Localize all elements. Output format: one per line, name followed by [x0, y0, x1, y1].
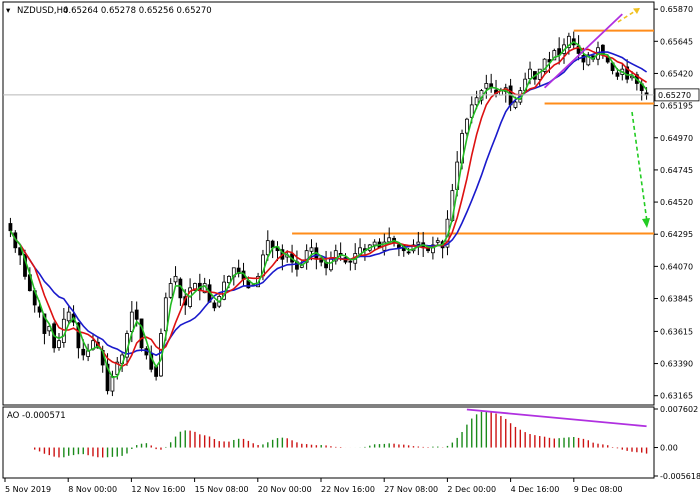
price-tick-label: 0.64745: [660, 166, 693, 175]
oscillator-axis: 0.007602 0.00 -0.005618: [654, 405, 700, 481]
candle-body: [193, 283, 197, 291]
time-tick-label: 4 Dec 16:00: [511, 485, 560, 494]
candle-body: [372, 241, 377, 246]
price-tick-label: 0.65195: [660, 102, 693, 111]
candle-body: [625, 66, 630, 80]
candle-body: [129, 311, 134, 332]
candle-body: [212, 302, 217, 309]
candle-body: [168, 283, 173, 298]
oscillator-panel-frame: [2, 406, 655, 479]
chart-header-arrow-icon: ▾: [6, 6, 11, 16]
candle-body: [66, 311, 71, 322]
candle-body: [581, 55, 586, 63]
candle-body: [8, 223, 13, 232]
candle-body: [484, 83, 489, 89]
price-tick-label: 0.63390: [660, 360, 693, 369]
candle-body: [61, 318, 66, 343]
candle-body: [435, 240, 440, 243]
candle-body: [552, 50, 557, 61]
candle-body: [586, 54, 591, 66]
price-tick-label: 0.64520: [660, 198, 693, 207]
slow-ma-line: [9, 46, 648, 368]
price-tick-label: 0.65870: [660, 5, 693, 14]
candle-body: [615, 72, 620, 77]
time-tick-label: 5 Nov 2019: [5, 485, 51, 494]
time-tick-label: 27 Nov 08:00: [384, 485, 438, 494]
time-tick-label: 8 Nov 00:00: [68, 485, 117, 494]
candle-body: [37, 306, 42, 313]
candle-body: [513, 101, 518, 108]
moving-averages-layer: [9, 41, 648, 379]
fast-ma-line: [9, 41, 648, 379]
time-tick-label: 15 Nov 08:00: [195, 485, 249, 494]
candle-body: [416, 241, 421, 245]
candle-body: [566, 35, 571, 49]
candle-body: [537, 68, 542, 80]
candle-body: [348, 260, 353, 263]
candle-body: [397, 244, 401, 249]
time-tick-label: 22 Nov 16:00: [321, 485, 375, 494]
oscillator-divergence-line: [466, 408, 647, 428]
candle-body: [528, 68, 532, 80]
current-price-label: 0.65270: [658, 91, 691, 100]
candle-body: [134, 309, 139, 320]
price-tick-label: 0.63615: [660, 327, 693, 336]
candle-body: [542, 58, 547, 72]
price-tick-label: 0.65420: [660, 69, 693, 78]
candle-body: [81, 348, 86, 356]
oscillator-layer: [34, 408, 648, 458]
time-axis: 5 Nov 2019 8 Nov 00:00 12 Nov 16:00 15 Nov …: [4, 478, 623, 494]
price-tick-label: 0.64070: [660, 262, 693, 271]
candle-body: [173, 275, 178, 283]
symbol-header: NZDUSD,H4: [17, 6, 68, 16]
candle-body: [406, 251, 411, 254]
oscillator-label: AO -0.000571: [7, 411, 66, 421]
levels-layer: [292, 29, 654, 235]
up-arrow-head-icon: [633, 8, 640, 14]
price-tick-label: 0.63165: [660, 392, 693, 401]
candle-body: [387, 237, 392, 243]
candle-body: [464, 118, 469, 134]
price-tick-label: 0.64295: [660, 230, 693, 239]
candle-body: [105, 363, 110, 392]
osc-tick-label: 0.00: [660, 444, 678, 453]
candle-body: [110, 376, 115, 392]
ohlc-values: 0.65264 0.65278 0.65256 0.65270: [63, 6, 212, 16]
down-arrow-head-icon: [642, 218, 650, 228]
down-scenario-arrow: [631, 111, 648, 223]
main-panel-frame: [2, 1, 655, 406]
osc-tick-label: 0.007602: [660, 405, 698, 414]
osc-tick-label: -0.005618: [660, 472, 700, 481]
candle-body: [42, 313, 47, 334]
candle-body: [474, 97, 479, 106]
candle-body: [333, 250, 338, 262]
price-tick-label: 0.65645: [660, 37, 693, 46]
candle-body: [76, 322, 81, 349]
candle-body: [319, 257, 324, 263]
price-axis: 0.65870 0.65645 0.65420 0.65195 0.64970 0.647…: [3, 5, 700, 401]
candle-body: [431, 244, 435, 254]
current-price-box: [654, 88, 700, 102]
price-tick-label: 0.63845: [660, 295, 693, 304]
candle-body: [265, 240, 270, 256]
price-tick-label: 0.64970: [660, 134, 693, 143]
annotations-layer: [543, 7, 650, 228]
candle-body: [309, 247, 314, 252]
candle-body: [57, 340, 61, 348]
candle-body: [227, 275, 231, 284]
time-tick-label: 12 Nov 16:00: [131, 485, 185, 494]
baseline-ma-line: [9, 51, 648, 357]
price-divergence-line: [543, 13, 623, 89]
time-tick-label: 2 Dec 00:00: [447, 485, 496, 494]
time-tick-label: 20 Nov 00:00: [258, 485, 312, 494]
candle-body: [329, 258, 333, 271]
candle-body: [139, 318, 144, 349]
time-tick-label: 9 Dec 08:00: [574, 485, 623, 494]
